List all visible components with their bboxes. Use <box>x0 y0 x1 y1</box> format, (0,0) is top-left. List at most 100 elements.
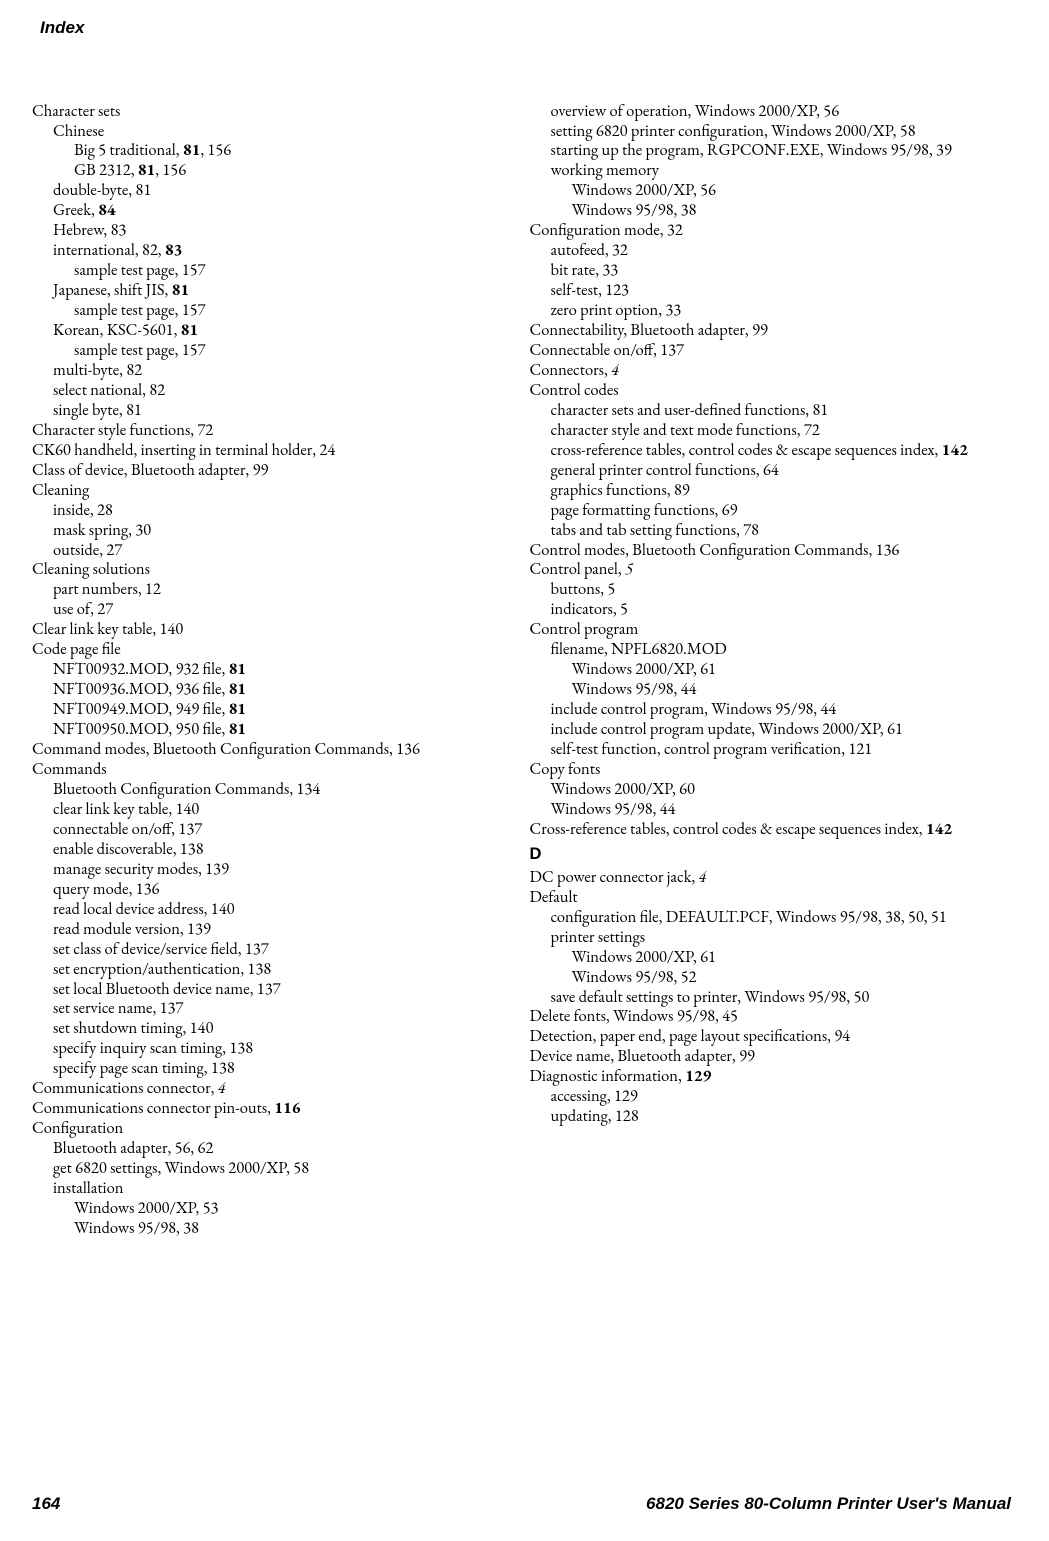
index-entry: Connectability, Bluetooth adapter, 99 <box>529 320 1011 340</box>
index-entry: Delete fonts, Windows 95/98, 45 <box>529 1006 1011 1026</box>
index-entry: set encryption/authentication, 138 <box>53 959 517 979</box>
index-entry: Detection, paper end, page layout specif… <box>529 1026 1011 1046</box>
index-entry: Greek, 84 <box>53 200 517 220</box>
page-ref-italic: 4 <box>699 865 707 887</box>
index-entry: specify inquiry scan timing, 138 <box>53 1038 517 1058</box>
index-entry: Character sets <box>32 101 517 121</box>
index-entry: Bluetooth Configuration Commands, 134 <box>53 779 517 799</box>
index-entry: Communications connector pin-outs, 116 <box>32 1098 517 1118</box>
index-entry: autofeed, 32 <box>550 240 1011 260</box>
index-entry: double-byte, 81 <box>53 180 517 200</box>
page-ref-bold: 81 <box>172 278 189 300</box>
index-entry: Diagnostic information, 129 <box>529 1066 1011 1086</box>
index-entry: setting 6820 printer configuration, Wind… <box>529 121 1011 141</box>
page-ref-bold: 84 <box>98 198 115 220</box>
index-entry: Windows 2000/XP, 60 <box>550 779 1011 799</box>
index-entry: Windows 2000/XP, 61 <box>571 659 1011 679</box>
index-entry: Character style functions, 72 <box>32 420 517 440</box>
index-entry: page formatting functions, 69 <box>550 500 1011 520</box>
index-columns: Character setsChineseBig 5 traditional, … <box>32 101 1011 1238</box>
index-entry: cross-reference tables, control codes & … <box>529 440 1011 460</box>
index-entry: Hebrew, 83 <box>53 220 517 240</box>
index-entry: set local Bluetooth device name, 137 <box>53 979 517 999</box>
index-entry: read local device address, 140 <box>53 899 517 919</box>
index-entry: overview of operation, Windows 2000/XP, … <box>550 101 1011 121</box>
index-entry: NFT00949.MOD, 949 file, 81 <box>53 699 517 719</box>
index-entry: general printer control functions, 64 <box>550 460 1011 480</box>
index-entry: Big 5 traditional, 81, 156 <box>74 140 517 160</box>
index-entry: filename, NPFL6820.MOD <box>550 639 1011 659</box>
index-entry: starting up the program, RGPCONF.EXE, Wi… <box>529 140 1011 160</box>
page-ref-bold: 142 <box>942 438 968 460</box>
page-ref-bold: 81 <box>181 318 198 340</box>
index-entry: outside, 27 <box>53 540 517 560</box>
index-entry: updating, 128 <box>550 1106 1011 1126</box>
index-entry: set class of device/service field, 137 <box>53 939 517 959</box>
index-entry: Control codes <box>529 380 1011 400</box>
page-ref-bold: 81 <box>229 717 246 739</box>
index-column-left: Character setsChineseBig 5 traditional, … <box>32 101 517 1238</box>
index-entry: Windows 95/98, 38 <box>74 1218 517 1238</box>
index-entry: buttons, 5 <box>550 579 1011 599</box>
index-entry: connectable on/off, 137 <box>53 819 517 839</box>
page-ref-italic: 4 <box>611 358 619 380</box>
index-entry: self-test function, control program veri… <box>550 739 1011 759</box>
index-entry: NFT00932.MOD, 932 file, 81 <box>53 659 517 679</box>
index-entry: sample test page, 157 <box>74 340 517 360</box>
index-entry: query mode, 136 <box>53 879 517 899</box>
index-entry: Clear link key table, 140 <box>32 619 517 639</box>
index-entry: Windows 2000/XP, 53 <box>74 1198 517 1218</box>
index-entry: NFT00950.MOD, 950 file, 81 <box>53 719 517 739</box>
page-ref-bold: 81 <box>229 697 246 719</box>
index-entry: Cross-reference tables, control codes & … <box>529 819 1011 839</box>
page-ref-bold: 81 <box>229 677 246 699</box>
index-entry: Cleaning <box>32 480 517 500</box>
index-entry: Connectable on/off, 137 <box>529 340 1011 360</box>
index-entry: international, 82, 83 <box>53 240 517 260</box>
index-entry: get 6820 settings, Windows 2000/XP, 58 <box>53 1158 517 1178</box>
page-footer: 164 6820 Series 80-Column Printer User's… <box>32 1494 1011 1515</box>
index-column-right: overview of operation, Windows 2000/XP, … <box>525 101 1011 1238</box>
index-entry: save default settings to printer, Window… <box>550 987 1011 1007</box>
index-entry: printer settings <box>550 927 1011 947</box>
index-entry: include control program, Windows 95/98, … <box>550 699 1011 719</box>
index-entry: Control panel, 5 <box>529 559 1011 579</box>
index-entry: specify page scan timing, 138 <box>53 1058 517 1078</box>
index-entry: Windows 95/98, 44 <box>571 679 1011 699</box>
index-entry: Windows 2000/XP, 61 <box>571 947 1011 967</box>
index-entry: Windows 2000/XP, 56 <box>571 180 1011 200</box>
index-entry: indicators, 5 <box>550 599 1011 619</box>
page-ref-bold: 81 <box>229 657 246 679</box>
index-entry: select national, 82 <box>53 380 517 400</box>
index-section-letter: D <box>529 845 1011 865</box>
index-entry: part numbers, 12 <box>53 579 517 599</box>
index-entry: Configuration <box>32 1118 517 1138</box>
index-entry: mask spring, 30 <box>53 520 517 540</box>
page-ref-bold: 129 <box>685 1064 711 1086</box>
page-ref-bold: 116 <box>274 1096 300 1118</box>
index-entry: graphics functions, 89 <box>550 480 1011 500</box>
page-header: Index <box>40 18 1011 39</box>
index-entry: Command modes, Bluetooth Configuration C… <box>32 739 517 759</box>
index-entry: single byte, 81 <box>53 400 517 420</box>
index-entry: Korean, KSC-5601, 81 <box>53 320 517 340</box>
index-entry: character style and text mode functions,… <box>550 420 1011 440</box>
index-entry: enable discoverable, 138 <box>53 839 517 859</box>
index-entry: Windows 95/98, 38 <box>571 200 1011 220</box>
index-entry: Default <box>529 887 1011 907</box>
index-entry: Chinese <box>53 121 517 141</box>
index-entry: configuration file, DEFAULT.PCF, Windows… <box>529 907 1011 927</box>
index-entry: working memory <box>550 160 1011 180</box>
index-entry: accessing, 129 <box>550 1086 1011 1106</box>
index-entry: multi-byte, 82 <box>53 360 517 380</box>
index-entry: Bluetooth adapter, 56, 62 <box>53 1138 517 1158</box>
index-entry: set service name, 137 <box>53 998 517 1018</box>
index-entry: Communications connector, 4 <box>32 1078 517 1098</box>
index-entry: set shutdown timing, 140 <box>53 1018 517 1038</box>
index-entry: Configuration mode, 32 <box>529 220 1011 240</box>
index-entry: Connectors, 4 <box>529 360 1011 380</box>
manual-title: 6820 Series 80-Column Printer User's Man… <box>646 1494 1011 1515</box>
index-entry: manage security modes, 139 <box>53 859 517 879</box>
index-entry: Control program <box>529 619 1011 639</box>
index-entry: Japanese, shift JIS, 81 <box>53 280 517 300</box>
